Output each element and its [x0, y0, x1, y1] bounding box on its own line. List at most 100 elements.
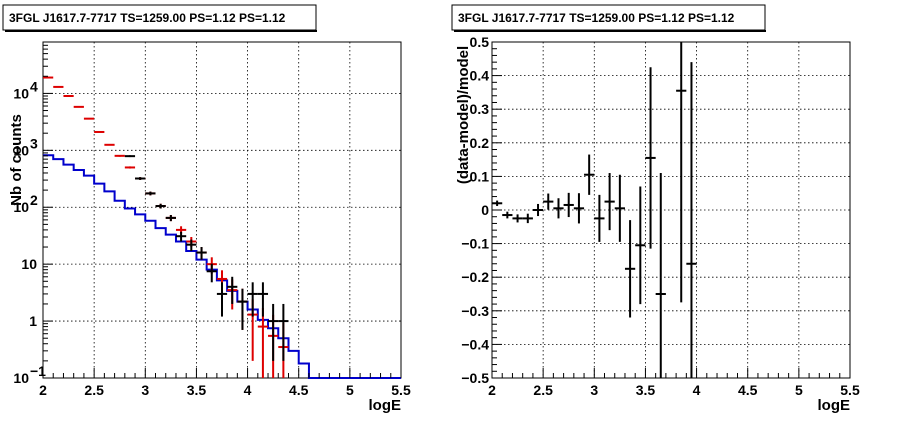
data-count-point: [237, 288, 248, 330]
counts-title: 3FGL J1617.7-7717 TS=1259.00 PS=1.12 PS=…: [9, 11, 286, 25]
model-count-point: [94, 130, 105, 133]
residual-x-tick-label: 2: [488, 382, 496, 398]
data-count-point: [135, 177, 146, 180]
residual-point: [502, 211, 513, 219]
data-count-point: [247, 282, 258, 317]
data-count-point: [216, 282, 228, 317]
residual-x-tick-label: 4.5: [738, 382, 758, 398]
model-count-point: [114, 154, 125, 157]
residual-x-axis-label: logE: [818, 397, 851, 414]
residual-panel: 3FGL J1617.7-7717 TS=1259.00 PS=1.12 PS=…: [451, 4, 860, 414]
residual-y-tick-label: −0.5: [461, 370, 489, 386]
model-count-point: [73, 105, 84, 108]
data-count-point: [206, 263, 217, 283]
counts-x-tick-label: 2.5: [84, 382, 104, 398]
counts-y-tick-exponent: 3: [30, 135, 38, 151]
residual-errorbars: [492, 42, 697, 378]
counts-y-tick-exponent: 4: [30, 78, 38, 94]
residual-x-tick-label: 5.5: [840, 382, 860, 398]
counts-model-histogram: [43, 154, 401, 379]
counts-y-tick-label: 10: [13, 85, 29, 101]
data-count-point: [155, 203, 166, 209]
residual-point: [655, 173, 666, 378]
residual-point: [604, 173, 615, 231]
counts-data-errorbars: [124, 155, 289, 361]
counts-y-tick-label: 10: [13, 370, 29, 386]
counts-x-axis-label: logE: [369, 397, 402, 414]
residual-y-tick-label: 0.2: [470, 135, 490, 151]
residual-x-tick-label: 2.5: [533, 382, 553, 398]
residual-point: [522, 213, 533, 224]
residual-point: [635, 186, 646, 305]
counts-x-tick-label: 2: [39, 382, 47, 398]
residual-y-tick-label: 0.5: [470, 34, 490, 50]
model-count-point: [63, 95, 74, 98]
residual-point: [676, 42, 687, 303]
counts-y-tick-label: 10: [13, 142, 29, 158]
residual-point: [584, 154, 595, 195]
model-count-point: [83, 117, 95, 120]
counts-x-tick-label: 3: [141, 382, 149, 398]
residual-title-shadow: [454, 30, 766, 32]
residual-point: [645, 67, 656, 249]
residual-point: [543, 193, 554, 210]
model-count-point: [124, 166, 136, 169]
data-count-point: [268, 303, 279, 361]
residual-point: [512, 214, 523, 223]
counts-x-tick-label: 3.5: [187, 382, 207, 398]
data-count-point: [175, 231, 187, 242]
data-count-point: [124, 155, 136, 158]
residual-x-tick-label: 3: [590, 382, 598, 398]
data-count-point: [186, 239, 197, 252]
counts-x-tick-label: 4.5: [289, 382, 309, 398]
residual-x-tick-label: 5: [795, 382, 803, 398]
residual-point: [573, 193, 585, 224]
residual-y-tick-label: −0.1: [461, 236, 489, 252]
residual-y-tick-label: 0.1: [470, 168, 490, 184]
counts-model-line: [43, 154, 401, 379]
residual-axes: 2 2.5 3 3.5 4 4.5 5 5.5 −0.5 −0.4 −0.3 −0.2 −0.1 0 0.1…: [461, 34, 860, 398]
counts-y-tick-label: 1: [29, 313, 37, 329]
residual-point: [553, 198, 564, 219]
counts-y-tick-exponent: −1: [30, 363, 46, 379]
residual-grid: [492, 42, 850, 378]
residual-x-tick-label: 4: [693, 382, 701, 398]
data-count-point: [145, 191, 156, 196]
counts-x-tick-label: 4: [244, 382, 252, 398]
residual-y-tick-label: 0: [481, 202, 489, 218]
counts-y-tick-label: 10: [21, 256, 37, 272]
residual-point: [594, 194, 605, 242]
counts-plot-frame: [42, 41, 402, 379]
data-count-point: [278, 303, 289, 361]
counts-y-tick-exponent: 2: [30, 192, 38, 208]
counts-grid: [43, 42, 401, 378]
residual-title: 3FGL J1617.7-7717 TS=1259.00 PS=1.12 PS=…: [458, 11, 735, 25]
residual-y-tick-label: −0.3: [461, 303, 489, 319]
counts-y-axis-label: Nb of counts: [8, 114, 25, 206]
counts-x-tick-label: 5: [346, 382, 354, 398]
residual-x-tick-label: 3.5: [636, 382, 656, 398]
counts-x-tick-label: 5.5: [391, 382, 411, 398]
residual-y-tick-label: −0.2: [461, 269, 489, 285]
residual-point: [563, 192, 574, 218]
data-count-point: [227, 276, 238, 304]
counts-title-box: [2, 4, 317, 31]
model-count-point: [104, 143, 115, 146]
data-count-point: [165, 215, 176, 222]
model-count-point: [257, 307, 269, 378]
residual-y-tick-label: 0.4: [470, 68, 490, 84]
residual-point: [624, 220, 636, 318]
residual-title-box: [451, 4, 766, 31]
data-count-point: [196, 247, 207, 260]
residual-y-tick-label: 0.3: [470, 101, 490, 117]
residual-y-axis-label: (data-model)/model: [455, 46, 472, 184]
residual-y-tick-label: −0.4: [461, 336, 489, 352]
residual-point: [614, 174, 625, 242]
data-count-point: [257, 282, 269, 317]
counts-y-tick-label: 10: [13, 199, 29, 215]
counts-title-shadow: [5, 30, 317, 32]
residual-point: [532, 203, 544, 217]
residual-point: [686, 62, 697, 378]
